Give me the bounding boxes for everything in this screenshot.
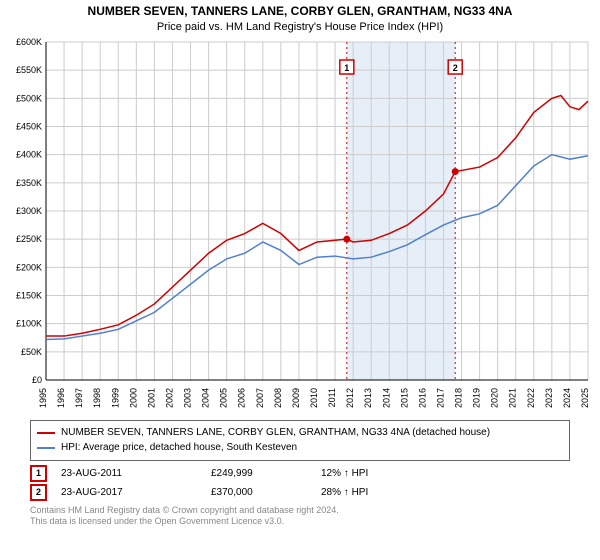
svg-text:£100K: £100K — [16, 319, 42, 329]
legend-entry-property: NUMBER SEVEN, TANNERS LANE, CORBY GLEN, … — [37, 426, 563, 440]
svg-text:2012: 2012 — [345, 388, 355, 408]
sale-price: £249,999 — [211, 468, 321, 479]
svg-text:2025: 2025 — [580, 388, 590, 408]
svg-text:2004: 2004 — [201, 388, 211, 408]
svg-text:£550K: £550K — [16, 65, 42, 75]
chart-subtitle: Price paid vs. HM Land Registry's House … — [6, 20, 594, 34]
legend-entry-hpi: HPI: Average price, detached house, Sout… — [37, 441, 563, 455]
svg-text:1997: 1997 — [74, 388, 84, 408]
sale-date: 23-AUG-2011 — [61, 468, 211, 479]
svg-text:2013: 2013 — [363, 388, 373, 408]
svg-text:2014: 2014 — [381, 388, 391, 408]
svg-text:2: 2 — [453, 63, 458, 73]
svg-text:2011: 2011 — [327, 388, 337, 407]
svg-text:£0: £0 — [32, 375, 42, 385]
svg-text:1999: 1999 — [110, 388, 120, 408]
sale-marker-icon: 1 — [30, 465, 47, 482]
svg-text:2017: 2017 — [435, 388, 445, 408]
svg-text:1: 1 — [344, 63, 349, 73]
svg-text:£600K: £600K — [16, 37, 42, 47]
sale-row: 1 23-AUG-2011 £249,999 12% ↑ HPI — [30, 465, 570, 482]
svg-text:£50K: £50K — [21, 347, 42, 357]
legend-swatch-hpi — [37, 447, 55, 449]
svg-text:2003: 2003 — [183, 388, 193, 408]
svg-text:£500K: £500K — [16, 93, 42, 103]
svg-text:2008: 2008 — [273, 388, 283, 408]
price-chart: £0 £50K £100K £150K £200K £250K £300K £350K £400… — [6, 36, 594, 416]
sale-hpi-delta: 28% ↑ HPI — [321, 487, 368, 498]
sale-row: 2 23-AUG-2017 £370,000 28% ↑ HPI — [30, 484, 570, 501]
svg-text:2016: 2016 — [417, 388, 427, 408]
svg-text:2001: 2001 — [146, 388, 156, 408]
sale-date: 23-AUG-2017 — [61, 487, 211, 498]
svg-text:£150K: £150K — [16, 290, 42, 300]
svg-text:2019: 2019 — [472, 388, 482, 408]
svg-text:2020: 2020 — [490, 388, 500, 408]
chart-legend: NUMBER SEVEN, TANNERS LANE, CORBY GLEN, … — [30, 420, 570, 461]
licence-text: Contains HM Land Registry data © Crown c… — [30, 505, 570, 528]
svg-text:2000: 2000 — [128, 388, 138, 408]
licence-line: This data is licensed under the Open Gov… — [30, 516, 570, 527]
sale-price: £370,000 — [211, 487, 321, 498]
svg-text:£300K: £300K — [16, 206, 42, 216]
svg-text:2024: 2024 — [562, 388, 572, 408]
svg-text:£400K: £400K — [16, 150, 42, 160]
legend-swatch-property — [37, 432, 55, 434]
svg-text:2015: 2015 — [399, 388, 409, 408]
chart-title: NUMBER SEVEN, TANNERS LANE, CORBY GLEN, … — [6, 4, 594, 20]
svg-text:£200K: £200K — [16, 262, 42, 272]
svg-text:2007: 2007 — [255, 388, 265, 408]
svg-text:2010: 2010 — [309, 388, 319, 408]
legend-label-property: NUMBER SEVEN, TANNERS LANE, CORBY GLEN, … — [61, 426, 490, 440]
svg-text:2018: 2018 — [454, 388, 464, 408]
svg-text:2009: 2009 — [291, 388, 301, 408]
svg-text:1995: 1995 — [38, 388, 48, 408]
svg-text:£250K: £250K — [16, 234, 42, 244]
svg-text:£450K: £450K — [16, 121, 42, 131]
sales-list: 1 23-AUG-2011 £249,999 12% ↑ HPI 2 23-AU… — [30, 465, 570, 501]
legend-label-hpi: HPI: Average price, detached house, Sout… — [61, 441, 297, 455]
svg-text:1998: 1998 — [92, 388, 102, 408]
svg-text:2006: 2006 — [237, 388, 247, 408]
licence-line: Contains HM Land Registry data © Crown c… — [30, 505, 570, 516]
sale-hpi-delta: 12% ↑ HPI — [321, 468, 368, 479]
svg-text:£350K: £350K — [16, 178, 42, 188]
sale-marker-icon: 2 — [30, 484, 47, 501]
svg-text:2022: 2022 — [526, 388, 536, 408]
svg-text:1996: 1996 — [56, 388, 66, 408]
svg-text:2005: 2005 — [219, 388, 229, 408]
svg-text:2002: 2002 — [164, 388, 174, 408]
svg-text:2023: 2023 — [544, 388, 554, 408]
svg-text:2021: 2021 — [508, 388, 518, 408]
